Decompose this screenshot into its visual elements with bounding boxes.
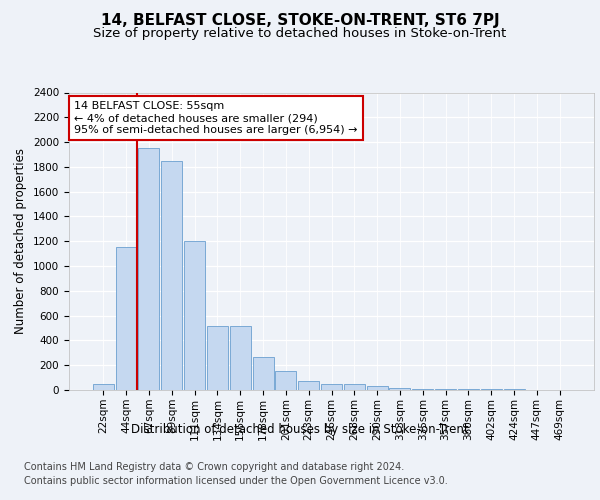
Text: Contains public sector information licensed under the Open Government Licence v3: Contains public sector information licen…	[24, 476, 448, 486]
Text: 14, BELFAST CLOSE, STOKE-ON-TRENT, ST6 7PJ: 14, BELFAST CLOSE, STOKE-ON-TRENT, ST6 7…	[101, 12, 499, 28]
Bar	[458, 389, 479, 390]
Bar	[435, 389, 456, 390]
Bar	[275, 372, 296, 390]
Bar	[139, 148, 160, 390]
Bar	[344, 384, 365, 390]
Bar	[321, 384, 342, 390]
Text: Size of property relative to detached houses in Stoke-on-Trent: Size of property relative to detached ho…	[94, 28, 506, 40]
Bar	[116, 248, 137, 390]
Bar	[230, 326, 251, 390]
Bar	[412, 389, 433, 390]
Text: 14 BELFAST CLOSE: 55sqm
← 4% of detached houses are smaller (294)
95% of semi-de: 14 BELFAST CLOSE: 55sqm ← 4% of detached…	[74, 102, 358, 134]
Bar	[184, 242, 205, 390]
Bar	[367, 386, 388, 390]
Bar	[253, 356, 274, 390]
Bar	[161, 160, 182, 390]
Y-axis label: Number of detached properties: Number of detached properties	[14, 148, 28, 334]
Bar	[389, 388, 410, 390]
Bar	[298, 380, 319, 390]
Text: Contains HM Land Registry data © Crown copyright and database right 2024.: Contains HM Land Registry data © Crown c…	[24, 462, 404, 472]
Text: Distribution of detached houses by size in Stoke-on-Trent: Distribution of detached houses by size …	[131, 422, 469, 436]
Bar	[207, 326, 228, 390]
Bar	[93, 384, 114, 390]
